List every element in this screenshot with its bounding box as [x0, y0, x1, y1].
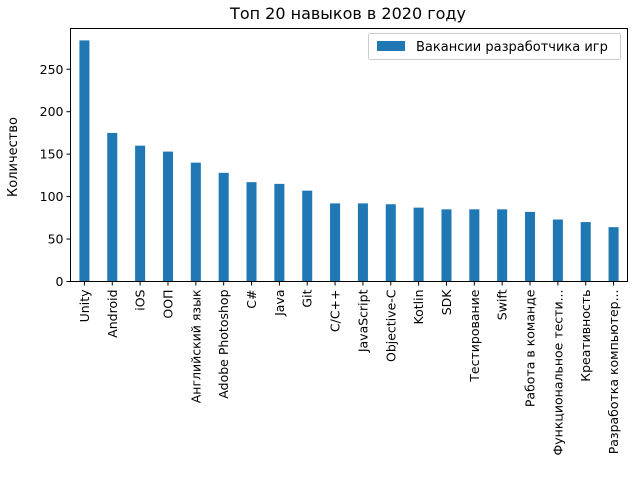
x-tick-label: iOS	[133, 289, 148, 310]
bars	[79, 40, 619, 282]
bar-7	[274, 183, 285, 282]
bar-19	[608, 227, 619, 282]
x-tick-label: JavaScript	[355, 289, 370, 353]
x-tick-label: C/C++	[328, 290, 343, 333]
legend: Вакансии разработчика игр	[368, 33, 621, 60]
bar-5	[218, 172, 229, 282]
y-tick-label: 50	[48, 232, 64, 247]
legend-label: Вакансии разработчика игр	[416, 40, 608, 55]
x-tick-label: Android	[105, 290, 120, 338]
x-tick-label: Unity	[77, 289, 92, 322]
bar-6	[246, 182, 257, 282]
x-tick-label: Креативность	[578, 290, 593, 382]
plot-frame	[70, 28, 628, 282]
y-tick-label: 150	[40, 147, 64, 162]
bar-1	[107, 132, 118, 282]
x-tick-label: ООП	[160, 290, 175, 319]
x-tick-label: Разработка компьютер...	[606, 290, 621, 455]
x-tick-label: SDK	[439, 289, 454, 316]
bar-17	[552, 219, 563, 282]
bar-13	[441, 209, 452, 282]
bar-18	[580, 222, 591, 282]
y-tick-label: 100	[40, 189, 64, 204]
bar-0	[79, 40, 90, 282]
x-tick-label: Git	[300, 289, 315, 307]
y-axis-ticks: 0 50 100 150 200 250	[40, 62, 71, 289]
bar-10	[357, 203, 368, 282]
x-tick-label: Swift	[495, 289, 510, 320]
x-tick-label: Работа в команде	[523, 289, 538, 407]
bar-12	[413, 207, 424, 282]
x-tick-label: Тестирование	[467, 289, 482, 383]
y-axis-label: Количество	[6, 117, 21, 197]
legend-box	[368, 33, 621, 60]
x-tick-label: Objective-C	[383, 289, 398, 362]
x-tick-label: Функциональное тести...	[550, 290, 565, 456]
bar-8	[302, 190, 313, 282]
x-tick-label: Kotlin	[411, 290, 426, 325]
x-tick-label: Adobe Photoshop	[216, 289, 231, 398]
x-tick-label: Java	[272, 290, 287, 317]
legend-swatch	[377, 41, 405, 51]
bar-15	[497, 209, 508, 282]
x-tick-label: C#	[244, 290, 259, 309]
chart-title: Топ 20 навыков в 2020 году	[229, 4, 466, 23]
bar-14	[469, 209, 480, 282]
bar-9	[330, 203, 341, 282]
x-axis-ticks: Unity Android iOS ООП Английский язык Adobe P…	[77, 281, 621, 456]
bar-4	[190, 162, 201, 282]
x-tick-label: Английский язык	[188, 289, 203, 403]
y-tick-label: 200	[40, 104, 64, 119]
y-tick-label: 0	[56, 274, 64, 289]
bar-3	[162, 151, 173, 282]
bar-16	[525, 211, 536, 282]
y-tick-label: 250	[40, 62, 64, 77]
bar-11	[385, 204, 396, 282]
bar-2	[135, 145, 146, 282]
